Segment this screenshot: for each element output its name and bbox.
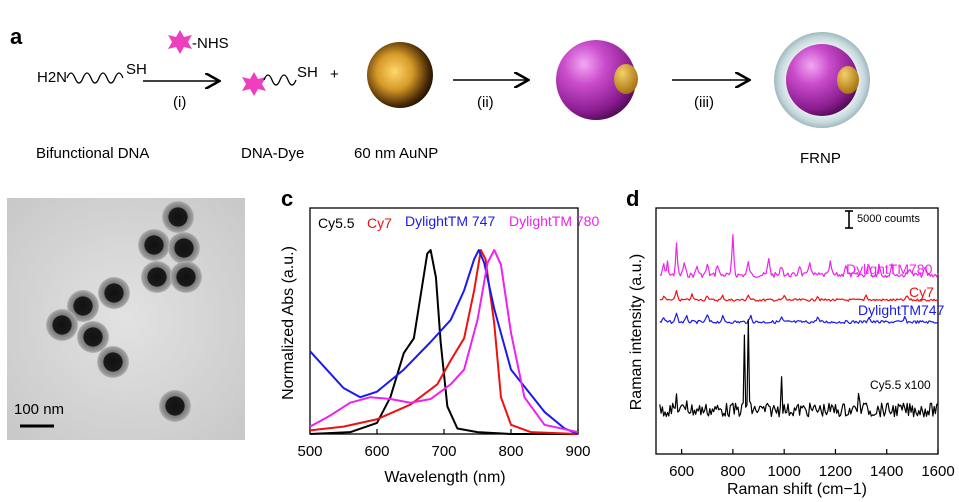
plot-frame bbox=[655, 207, 939, 455]
x-tick-label-800: 800 bbox=[498, 443, 523, 460]
x-tick-label-700: 700 bbox=[431, 443, 456, 460]
label-cy7: Cy7 bbox=[909, 284, 934, 300]
caption-dna-dye: DNA-Dye bbox=[241, 145, 305, 162]
dye-star-icon bbox=[168, 30, 192, 54]
reaction-scheme bbox=[66, 30, 870, 128]
step-3-label: (iii) bbox=[694, 94, 714, 111]
x-tick-label-900: 900 bbox=[565, 443, 590, 460]
x-tick-label-600: 600 bbox=[669, 463, 694, 480]
x-tick-label-800: 800 bbox=[720, 463, 745, 480]
x-axis-label: Raman shift (cm−1) bbox=[727, 481, 867, 498]
panel-c-letter: c bbox=[281, 186, 294, 211]
x-tick-label-1400: 1400 bbox=[870, 463, 903, 480]
series-line-0 bbox=[309, 249, 578, 435]
legend-dylight-780: DylightTM 780 bbox=[509, 213, 600, 229]
legend-dylight-747: DylightTM 747 bbox=[405, 213, 496, 229]
y-axis-label: Normalized Abs (a.u.) bbox=[280, 246, 297, 400]
x-tick-label-600: 600 bbox=[364, 443, 389, 460]
dna-dye-star-icon bbox=[242, 72, 266, 96]
absorbance-chart: 500 600 700 800 900 Normalized Abs (a.u.) Wa… bbox=[280, 207, 591, 486]
frnp-dye-layer bbox=[786, 44, 858, 116]
legend-cy55: Cy5.5 bbox=[318, 215, 355, 231]
amine-group-label: H2N bbox=[37, 69, 68, 86]
nhs-label: -NHS bbox=[192, 35, 229, 52]
x-axis-label: Wavelength (nm) bbox=[384, 469, 505, 486]
dna-dye-thiol-label: SH bbox=[297, 64, 318, 81]
scale-bar-label: 100 nm bbox=[14, 401, 65, 418]
dye-coated-particle bbox=[556, 40, 636, 120]
legend-cy7: Cy7 bbox=[367, 215, 392, 231]
gold-nanoparticle bbox=[367, 42, 433, 108]
frnp-gold-core bbox=[837, 66, 859, 94]
x-tick-label-500: 500 bbox=[297, 443, 322, 460]
panel-d-letter: d bbox=[626, 186, 640, 211]
thiol-group-label: SH bbox=[126, 61, 147, 78]
y-axis-label: Raman intensity (a.u.) bbox=[628, 254, 645, 411]
gold-core bbox=[614, 64, 638, 94]
caption-frnp: FRNP bbox=[800, 150, 841, 167]
series-line-2 bbox=[309, 249, 579, 435]
raman-series-3 bbox=[659, 319, 939, 418]
step-1-label: (i) bbox=[173, 94, 187, 111]
x-tick-label-1600: 1600 bbox=[921, 463, 954, 480]
plus-sign: + bbox=[330, 66, 339, 83]
raman-series-0 bbox=[659, 233, 939, 279]
label-dylight-747: DylightTM747 bbox=[858, 302, 945, 318]
label-cy55: Cy5.5 x100 bbox=[870, 378, 931, 392]
nanoparticles bbox=[46, 201, 202, 422]
x-tick-label-1000: 1000 bbox=[767, 463, 800, 480]
caption-aunp: 60 nm AuNP bbox=[354, 145, 439, 162]
dna-strand-wave bbox=[66, 72, 124, 84]
tem-image bbox=[7, 198, 245, 440]
step-2-label: (ii) bbox=[477, 94, 494, 111]
raman-chart: 600 800 1000 1200 1400 1600 Raman intensity (… bbox=[628, 207, 955, 498]
raman-series-1 bbox=[659, 289, 938, 302]
intensity-scale-label: 5000 coumts bbox=[857, 213, 920, 225]
caption-bifunctional-dna: Bifunctional DNA bbox=[36, 145, 150, 162]
series-line-3 bbox=[309, 249, 579, 434]
panel-a-letter: a bbox=[10, 24, 23, 49]
plot-frame bbox=[309, 207, 579, 435]
label-dylight-780: DylightTM780 bbox=[846, 261, 933, 277]
raman-series-2 bbox=[659, 312, 939, 325]
x-tick-label-1200: 1200 bbox=[819, 463, 852, 480]
series-line-1 bbox=[309, 249, 579, 435]
dna-dye-wave bbox=[263, 74, 297, 86]
